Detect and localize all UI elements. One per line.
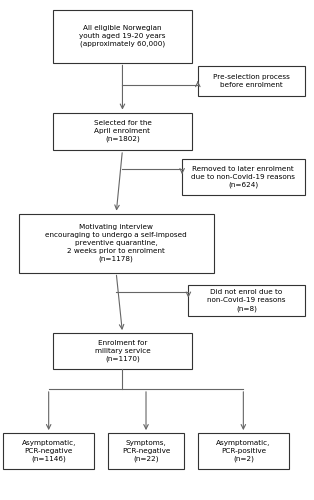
- Text: Removed to later enrolment
due to non-Covid-19 reasons
(n=624): Removed to later enrolment due to non-Co…: [191, 166, 295, 188]
- Text: All eligible Norwegian
youth aged 19-20 years
(approximately 60,000): All eligible Norwegian youth aged 19-20 …: [79, 25, 166, 48]
- Text: Selected for the
April enrolment
(n=1802): Selected for the April enrolment (n=1802…: [94, 120, 151, 142]
- FancyBboxPatch shape: [188, 285, 305, 316]
- FancyBboxPatch shape: [198, 433, 289, 469]
- FancyBboxPatch shape: [3, 433, 94, 469]
- FancyBboxPatch shape: [53, 10, 192, 62]
- Text: Symptoms,
PCR-negative
(n=22): Symptoms, PCR-negative (n=22): [122, 440, 170, 462]
- Text: Asymptomatic,
PCR-positive
(n=2): Asymptomatic, PCR-positive (n=2): [216, 440, 271, 462]
- Text: Did not enrol due to
non-Covid-19 reasons
(n=8): Did not enrol due to non-Covid-19 reason…: [207, 290, 286, 312]
- FancyBboxPatch shape: [19, 214, 214, 272]
- FancyBboxPatch shape: [53, 112, 192, 150]
- FancyBboxPatch shape: [198, 66, 305, 96]
- FancyBboxPatch shape: [182, 159, 305, 195]
- Text: Pre-selection process
before enrolment: Pre-selection process before enrolment: [213, 74, 290, 88]
- FancyBboxPatch shape: [108, 433, 184, 469]
- FancyBboxPatch shape: [53, 333, 192, 369]
- Text: Asymptomatic,
PCR-negative
(n=1146): Asymptomatic, PCR-negative (n=1146): [21, 440, 76, 462]
- Text: Motivating interview
encouraging to undergo a self-imposed
preventive quarantine: Motivating interview encouraging to unde…: [45, 224, 187, 262]
- Text: Enrolment for
military service
(n=1170): Enrolment for military service (n=1170): [95, 340, 150, 362]
